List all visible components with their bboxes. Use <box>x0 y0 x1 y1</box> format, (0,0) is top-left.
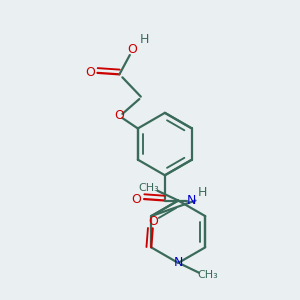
Text: H: H <box>140 33 149 46</box>
Text: H: H <box>198 186 208 199</box>
Text: O: O <box>85 66 95 80</box>
Text: N: N <box>187 194 196 207</box>
Text: O: O <box>127 43 137 56</box>
Text: CH₃: CH₃ <box>138 183 159 193</box>
Text: O: O <box>115 110 124 122</box>
Text: O: O <box>131 193 141 206</box>
Text: CH₃: CH₃ <box>197 270 218 280</box>
Text: O: O <box>148 215 158 228</box>
Text: N: N <box>173 256 183 269</box>
